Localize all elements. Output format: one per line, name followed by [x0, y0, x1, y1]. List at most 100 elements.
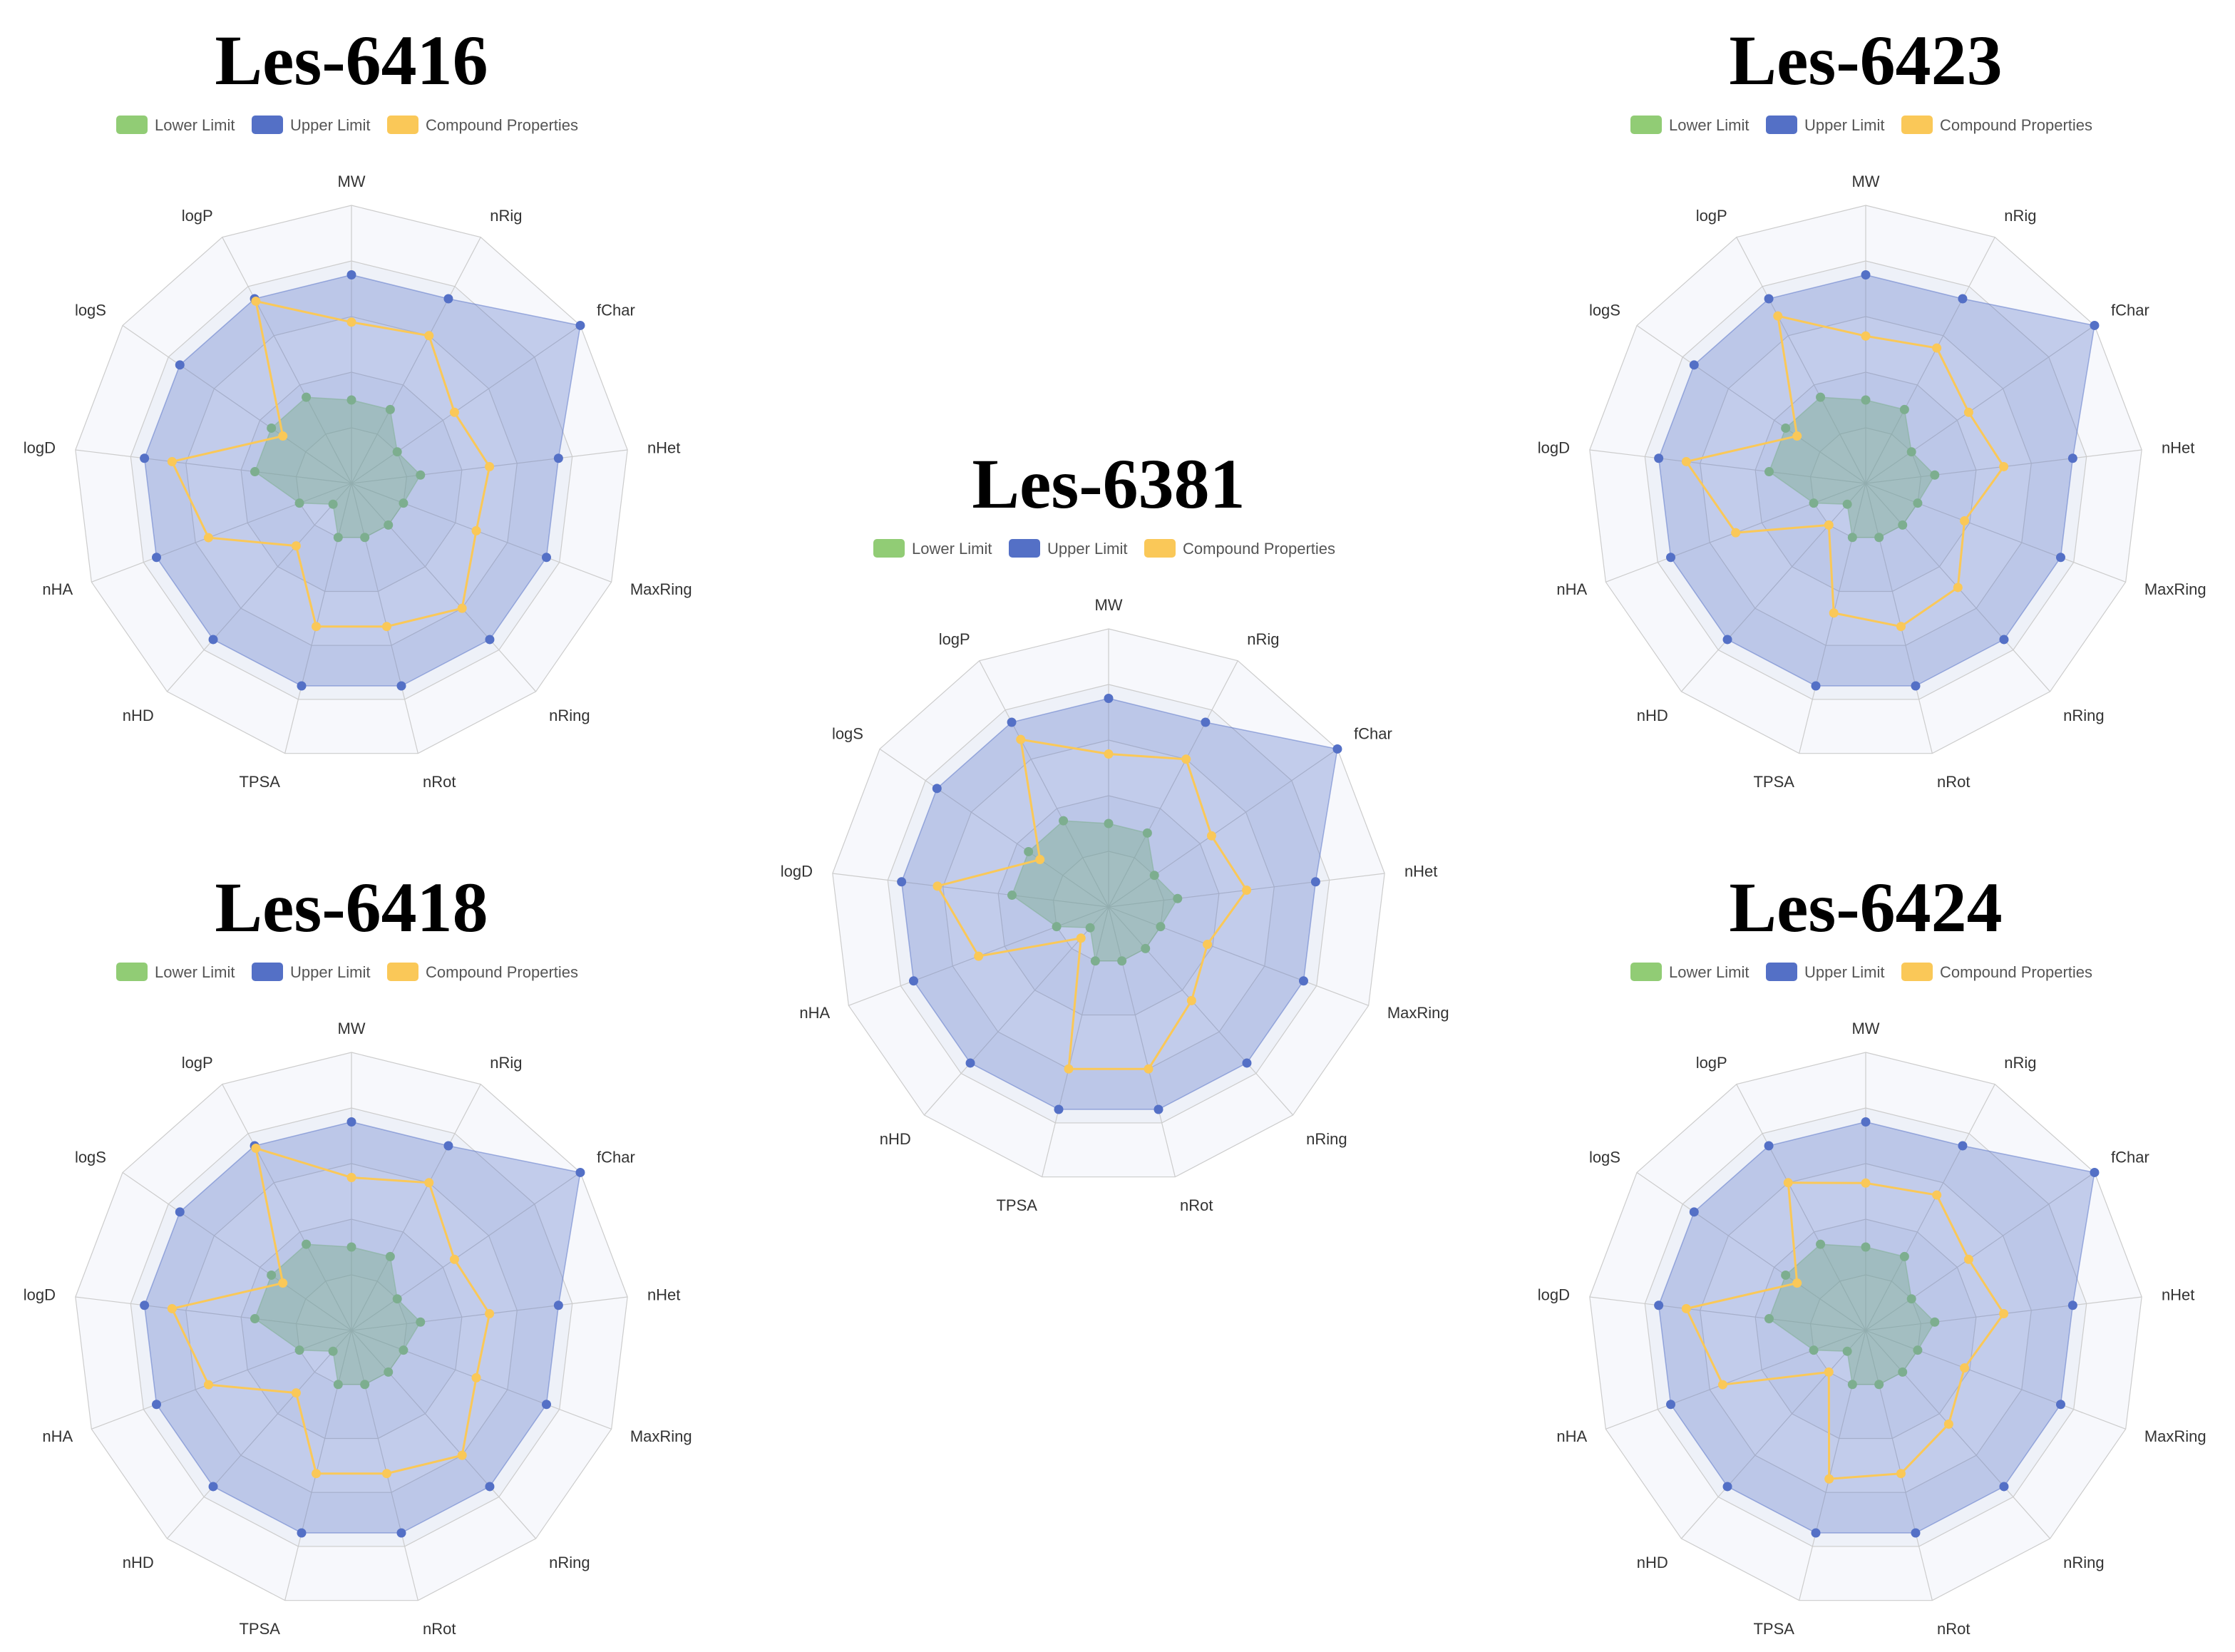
data-point-compound-properties-nhd[interactable]	[1076, 933, 1086, 943]
data-point-upper-limit-nrot[interactable]	[1154, 1104, 1163, 1114]
data-point-upper-limit-logs[interactable]	[1689, 1207, 1699, 1217]
data-point-lower-limit-tpsa[interactable]	[1090, 956, 1100, 966]
data-point-compound-properties-logp[interactable]	[251, 1143, 261, 1153]
data-point-compound-properties-fchar[interactable]	[1963, 1254, 1973, 1264]
data-point-lower-limit-logd[interactable]	[1764, 467, 1774, 477]
data-point-lower-limit-logs[interactable]	[267, 423, 277, 433]
data-point-compound-properties-nrig[interactable]	[424, 1178, 434, 1188]
data-point-upper-limit-nhet[interactable]	[2067, 1300, 2077, 1310]
data-point-lower-limit-nha[interactable]	[1809, 1345, 1819, 1355]
data-point-lower-limit-logs[interactable]	[1781, 1270, 1791, 1280]
data-point-upper-limit-nhet[interactable]	[2067, 453, 2077, 463]
data-point-upper-limit-maxring[interactable]	[1298, 976, 1308, 986]
data-point-upper-limit-nrot[interactable]	[396, 1528, 406, 1538]
data-point-lower-limit-nrot[interactable]	[1874, 1380, 1884, 1390]
data-point-upper-limit-logp[interactable]	[1007, 717, 1017, 727]
data-point-upper-limit-tpsa[interactable]	[1811, 1528, 1821, 1538]
data-point-upper-limit-mw[interactable]	[1861, 270, 1871, 279]
legend-item-lower-limit[interactable]: Lower Limit	[1630, 116, 1749, 134]
data-point-compound-properties-nhet[interactable]	[1999, 1308, 2009, 1318]
data-point-upper-limit-nha[interactable]	[1666, 1400, 1676, 1410]
data-point-compound-properties-nrig[interactable]	[1181, 754, 1191, 764]
legend[interactable]: Lower Limit Upper Limit Compound Propertie…	[116, 116, 578, 134]
data-point-upper-limit-mw[interactable]	[346, 270, 356, 279]
data-point-lower-limit-nhd[interactable]	[328, 1346, 338, 1356]
data-point-compound-properties-nring[interactable]	[1953, 583, 1963, 592]
data-point-upper-limit-nrig[interactable]	[1958, 1141, 1968, 1151]
data-point-lower-limit-maxring[interactable]	[399, 1345, 409, 1355]
data-point-lower-limit-logs[interactable]	[1024, 846, 1034, 856]
legend-item-compound-properties[interactable]: Compound Properties	[1901, 116, 2092, 134]
data-point-lower-limit-nrig[interactable]	[1142, 828, 1152, 838]
data-point-compound-properties-mw[interactable]	[1861, 331, 1871, 341]
data-point-compound-properties-nha[interactable]	[1731, 528, 1741, 538]
data-point-lower-limit-nha[interactable]	[294, 498, 304, 508]
legend[interactable]: Lower Limit Upper Limit Compound Propertie…	[1630, 963, 2092, 981]
data-point-upper-limit-logd[interactable]	[1654, 453, 1664, 463]
data-point-compound-properties-logs[interactable]	[278, 431, 288, 441]
data-point-compound-properties-nrot[interactable]	[381, 1469, 391, 1479]
data-point-compound-properties-maxring[interactable]	[1203, 940, 1213, 950]
data-point-compound-properties-nha[interactable]	[1717, 1380, 1727, 1390]
data-point-upper-limit-logs[interactable]	[175, 360, 185, 370]
data-point-compound-properties-logs[interactable]	[1792, 431, 1802, 441]
data-point-lower-limit-nha[interactable]	[1809, 498, 1819, 508]
data-point-lower-limit-tpsa[interactable]	[1847, 533, 1857, 543]
data-point-compound-properties-logd[interactable]	[1681, 456, 1691, 466]
data-point-upper-limit-mw[interactable]	[1104, 694, 1114, 703]
data-point-compound-properties-nhet[interactable]	[485, 1308, 495, 1318]
data-point-lower-limit-nha[interactable]	[1052, 922, 1062, 932]
data-point-upper-limit-logs[interactable]	[932, 784, 942, 794]
data-point-upper-limit-nha[interactable]	[152, 553, 162, 563]
data-point-lower-limit-maxring[interactable]	[399, 498, 409, 508]
data-point-compound-properties-logp[interactable]	[1016, 734, 1026, 744]
data-point-upper-limit-logd[interactable]	[1654, 1300, 1664, 1310]
data-point-lower-limit-fchar[interactable]	[392, 447, 402, 457]
legend-item-upper-limit[interactable]: Upper Limit	[1766, 116, 1884, 134]
data-point-upper-limit-fchar[interactable]	[575, 320, 585, 330]
data-point-upper-limit-nrot[interactable]	[1911, 681, 1921, 691]
data-point-compound-properties-logp[interactable]	[251, 296, 261, 306]
data-point-upper-limit-nrig[interactable]	[1958, 294, 1968, 304]
data-point-upper-limit-logd[interactable]	[897, 877, 907, 887]
data-point-upper-limit-tpsa[interactable]	[297, 681, 307, 691]
data-point-compound-properties-nhet[interactable]	[1999, 461, 2009, 471]
legend-item-compound-properties[interactable]: Compound Properties	[387, 963, 578, 981]
legend[interactable]: Lower Limit Upper Limit Compound Propertie…	[116, 963, 578, 981]
data-point-upper-limit-nring[interactable]	[1242, 1058, 1252, 1068]
data-point-lower-limit-logp[interactable]	[302, 392, 312, 402]
data-point-lower-limit-nrot[interactable]	[360, 1380, 370, 1390]
data-point-lower-limit-tpsa[interactable]	[333, 533, 343, 543]
data-point-compound-properties-tpsa[interactable]	[312, 1469, 322, 1479]
data-point-compound-properties-logd[interactable]	[1681, 1303, 1691, 1313]
data-point-upper-limit-tpsa[interactable]	[1811, 681, 1821, 691]
data-point-upper-limit-nring[interactable]	[1999, 1482, 2009, 1492]
data-point-upper-limit-mw[interactable]	[346, 1117, 356, 1127]
data-point-lower-limit-nhd[interactable]	[1842, 1346, 1852, 1356]
data-point-compound-properties-logs[interactable]	[1792, 1278, 1802, 1288]
data-point-lower-limit-fchar[interactable]	[1906, 447, 1916, 457]
data-point-upper-limit-fchar[interactable]	[575, 1167, 585, 1177]
legend-item-upper-limit[interactable]: Upper Limit	[252, 963, 370, 981]
data-point-lower-limit-nrig[interactable]	[1899, 404, 1909, 414]
data-point-lower-limit-nhet[interactable]	[1930, 1317, 1940, 1327]
data-point-upper-limit-nring[interactable]	[1999, 635, 2009, 645]
data-point-compound-properties-nrig[interactable]	[1932, 1190, 1942, 1200]
data-point-compound-properties-fchar[interactable]	[449, 407, 459, 417]
data-point-compound-properties-maxring[interactable]	[471, 1373, 481, 1382]
data-point-compound-properties-nhd[interactable]	[1824, 1367, 1834, 1377]
data-point-compound-properties-tpsa[interactable]	[1824, 1474, 1834, 1484]
data-point-upper-limit-logp[interactable]	[1764, 294, 1774, 304]
data-point-compound-properties-mw[interactable]	[346, 317, 356, 327]
data-point-lower-limit-logp[interactable]	[1816, 392, 1826, 402]
data-point-upper-limit-nhet[interactable]	[553, 1300, 563, 1310]
data-point-lower-limit-nring[interactable]	[384, 520, 394, 530]
data-point-lower-limit-logp[interactable]	[1059, 816, 1069, 826]
data-point-compound-properties-nhd[interactable]	[291, 1388, 301, 1398]
data-point-lower-limit-nrig[interactable]	[1899, 1251, 1909, 1261]
data-point-lower-limit-fchar[interactable]	[392, 1294, 402, 1304]
data-point-upper-limit-logs[interactable]	[175, 1207, 185, 1217]
data-point-lower-limit-nrig[interactable]	[385, 404, 395, 414]
data-point-upper-limit-maxring[interactable]	[2055, 553, 2065, 563]
data-point-compound-properties-maxring[interactable]	[1960, 516, 1970, 526]
